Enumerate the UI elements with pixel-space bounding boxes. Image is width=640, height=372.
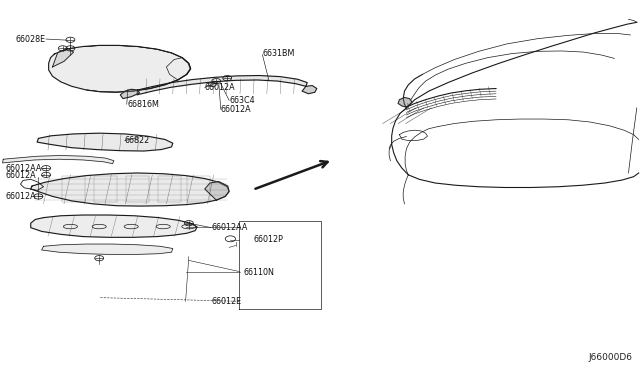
Polygon shape xyxy=(120,89,140,99)
Polygon shape xyxy=(31,173,229,206)
Text: 66816M: 66816M xyxy=(128,100,160,109)
Polygon shape xyxy=(398,97,412,107)
Text: 66012A: 66012A xyxy=(205,83,236,92)
Text: 66028E: 66028E xyxy=(16,35,46,44)
Text: 663C4: 663C4 xyxy=(229,96,255,105)
Polygon shape xyxy=(31,215,197,237)
Text: 66012AA: 66012AA xyxy=(5,164,42,173)
Text: 66012A: 66012A xyxy=(5,192,36,201)
Text: 6631BM: 6631BM xyxy=(262,49,295,58)
Text: 66012A: 66012A xyxy=(5,171,36,180)
Polygon shape xyxy=(37,133,173,151)
Text: 66012E: 66012E xyxy=(211,297,241,306)
Text: J66000D6: J66000D6 xyxy=(588,353,632,362)
Polygon shape xyxy=(205,182,229,200)
Text: 66110N: 66110N xyxy=(243,268,274,277)
Polygon shape xyxy=(52,48,74,67)
Text: 66822: 66822 xyxy=(125,136,150,145)
Polygon shape xyxy=(49,45,191,92)
Text: 66012AA: 66012AA xyxy=(211,223,248,232)
Polygon shape xyxy=(42,244,173,254)
Text: 66012P: 66012P xyxy=(253,235,284,244)
Text: 66012A: 66012A xyxy=(221,105,252,114)
Polygon shape xyxy=(302,86,317,94)
Polygon shape xyxy=(137,76,307,95)
Polygon shape xyxy=(3,155,114,164)
